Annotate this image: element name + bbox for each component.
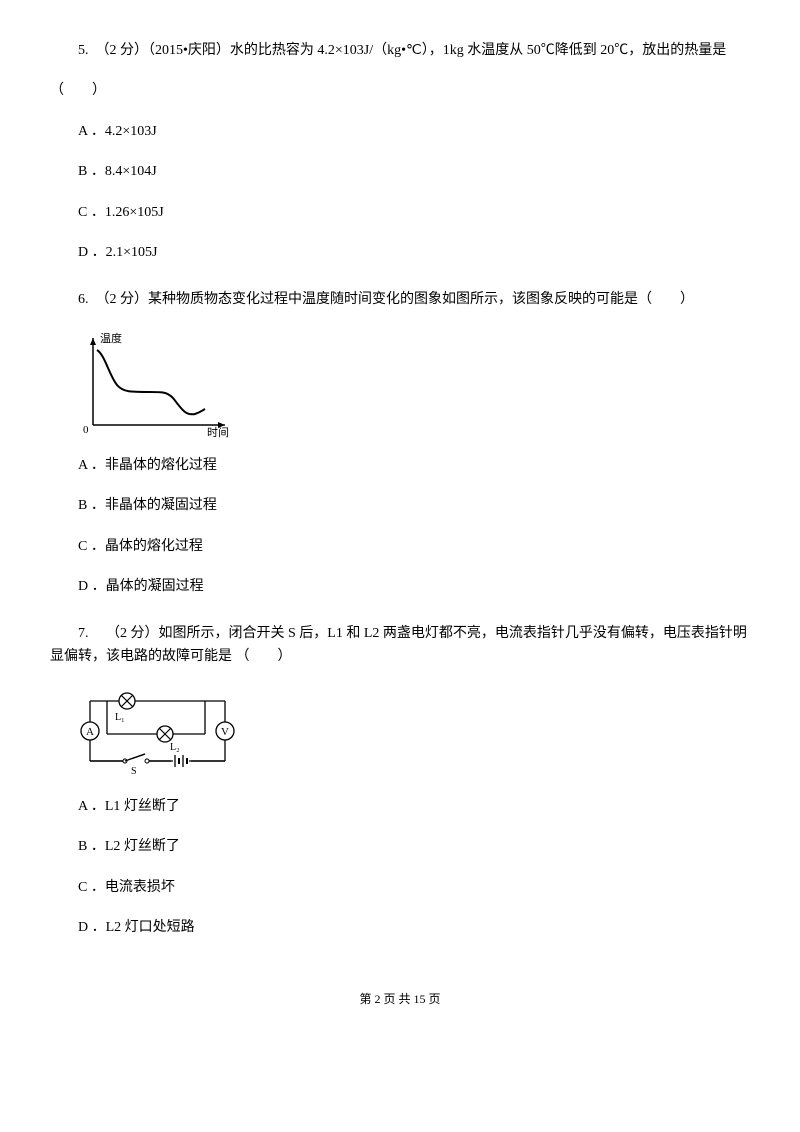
q7-l2-label: L₂ [170, 742, 180, 753]
question-6: 6. （2 分）某种物质物态变化过程中温度随时间变化的图象如图所示，该图象反映的… [50, 289, 750, 598]
question-7: 7. （2 分）如图所示，闭合开关 S 后，L1 和 L2 两盏电灯都不亮，电流… [50, 623, 750, 939]
q6-text: 6. （2 分）某种物质物态变化过程中温度随时间变化的图象如图所示，该图象反映的… [50, 289, 750, 311]
q5-paren: （ ） [50, 80, 750, 102]
q6-diagram: 温度 时间 0 [75, 330, 750, 440]
q6-option-c: C ．晶体的熔化过程 [50, 536, 750, 558]
q7-option-d: D ．L2 灯口处短路 [50, 917, 750, 939]
q7-option-a: A ．L1 灯丝断了 [50, 796, 750, 818]
q5-option-c: C ．1.26×105J [50, 202, 750, 224]
question-5: 5. （2 分）（2015•庆阳）水的比热容为 4.2×103J/（kg•℃），… [50, 40, 750, 264]
q6-option-b: B ．非晶体的凝固过程 [50, 495, 750, 517]
q7-option-b: B ．L2 灯丝断了 [50, 836, 750, 858]
q7-ammeter-label: A [86, 726, 94, 738]
q5-option-a: A ．4.2×103J [50, 121, 750, 143]
q7-text: 7. （2 分）如图所示，闭合开关 S 后，L1 和 L2 两盏电灯都不亮，电流… [50, 623, 750, 668]
q7-switch-label: S [131, 766, 137, 777]
q5-option-d: D ．2.1×105J [50, 242, 750, 264]
q6-option-d: D ．晶体的凝固过程 [50, 576, 750, 598]
page-footer: 第 2 页 共 15 页 [50, 990, 750, 1009]
q7-option-c: C ．电流表损坏 [50, 877, 750, 899]
q5-option-b: B ．8.4×104J [50, 161, 750, 183]
q7-voltmeter-label: V [221, 726, 229, 738]
q7-l1-label: L₁ [115, 712, 125, 723]
q6-origin-label: 0 [83, 424, 89, 436]
q7-circuit-diagram: L₁ A V L₂ [75, 686, 750, 781]
q6-axis-y-label: 温度 [100, 331, 122, 345]
q6-axis-x-label: 时间 [207, 426, 229, 439]
q6-option-a: A ．非晶体的熔化过程 [50, 455, 750, 477]
q5-text: 5. （2 分）（2015•庆阳）水的比热容为 4.2×103J/（kg•℃），… [50, 40, 750, 62]
